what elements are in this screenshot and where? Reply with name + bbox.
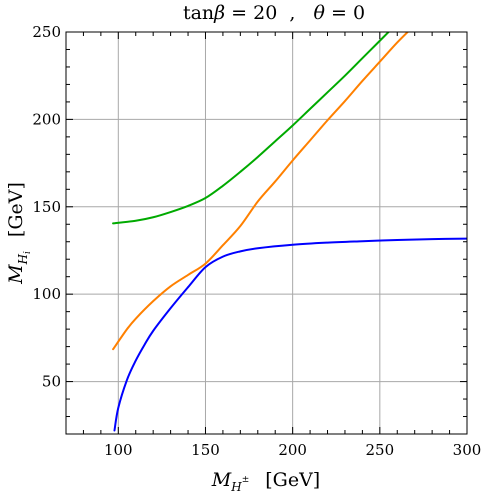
y-tick-label: 100: [32, 285, 61, 303]
title-beta: β: [213, 2, 225, 24]
title-beta-value: = 20: [225, 2, 277, 24]
title-separator: ,: [277, 2, 307, 24]
x-tick-label: 300: [453, 441, 482, 459]
title-tan: tan: [183, 2, 214, 24]
chart-title: tanβ = 20 , θ = 0: [183, 2, 365, 24]
y-axis-sub: H: [16, 253, 30, 265]
x-axis-unit: [GeV]: [265, 469, 320, 491]
x-axis-sub: H: [230, 480, 242, 493]
series-line-2: [112, 32, 410, 351]
grid-lines: [66, 32, 467, 434]
x-axis-label: MH± [GeV]: [211, 469, 320, 493]
y-axis-symbol: M: [5, 264, 27, 285]
x-tick-label: 100: [104, 441, 133, 459]
series-line-3: [113, 237, 467, 432]
series-line-1: [112, 32, 390, 225]
y-tick-label: 200: [32, 110, 61, 128]
axis-ticks: [65, 31, 468, 435]
y-axis-unit: [GeV]: [5, 182, 27, 237]
title-theta: θ: [314, 2, 326, 24]
y-axis-subsub: i: [23, 251, 33, 254]
x-tick-label: 250: [366, 441, 395, 459]
y-tick-label: 250: [32, 23, 61, 41]
x-tick-label: 150: [191, 441, 220, 459]
y-tick-label: 150: [32, 198, 61, 216]
x-axis-symbol: M: [211, 469, 232, 491]
y-axis-label: MHi [GeV]: [5, 182, 33, 285]
series-lines: [112, 32, 467, 432]
x-axis-sup: ±: [242, 475, 250, 485]
x-tick-label: 200: [278, 441, 307, 459]
plot-frame: [65, 31, 468, 435]
title-theta-value: = 0: [325, 2, 365, 24]
y-tick-label: 50: [42, 373, 61, 391]
tick-labels: 100 150 200 250 300 50 100 150 200 250: [32, 23, 481, 459]
